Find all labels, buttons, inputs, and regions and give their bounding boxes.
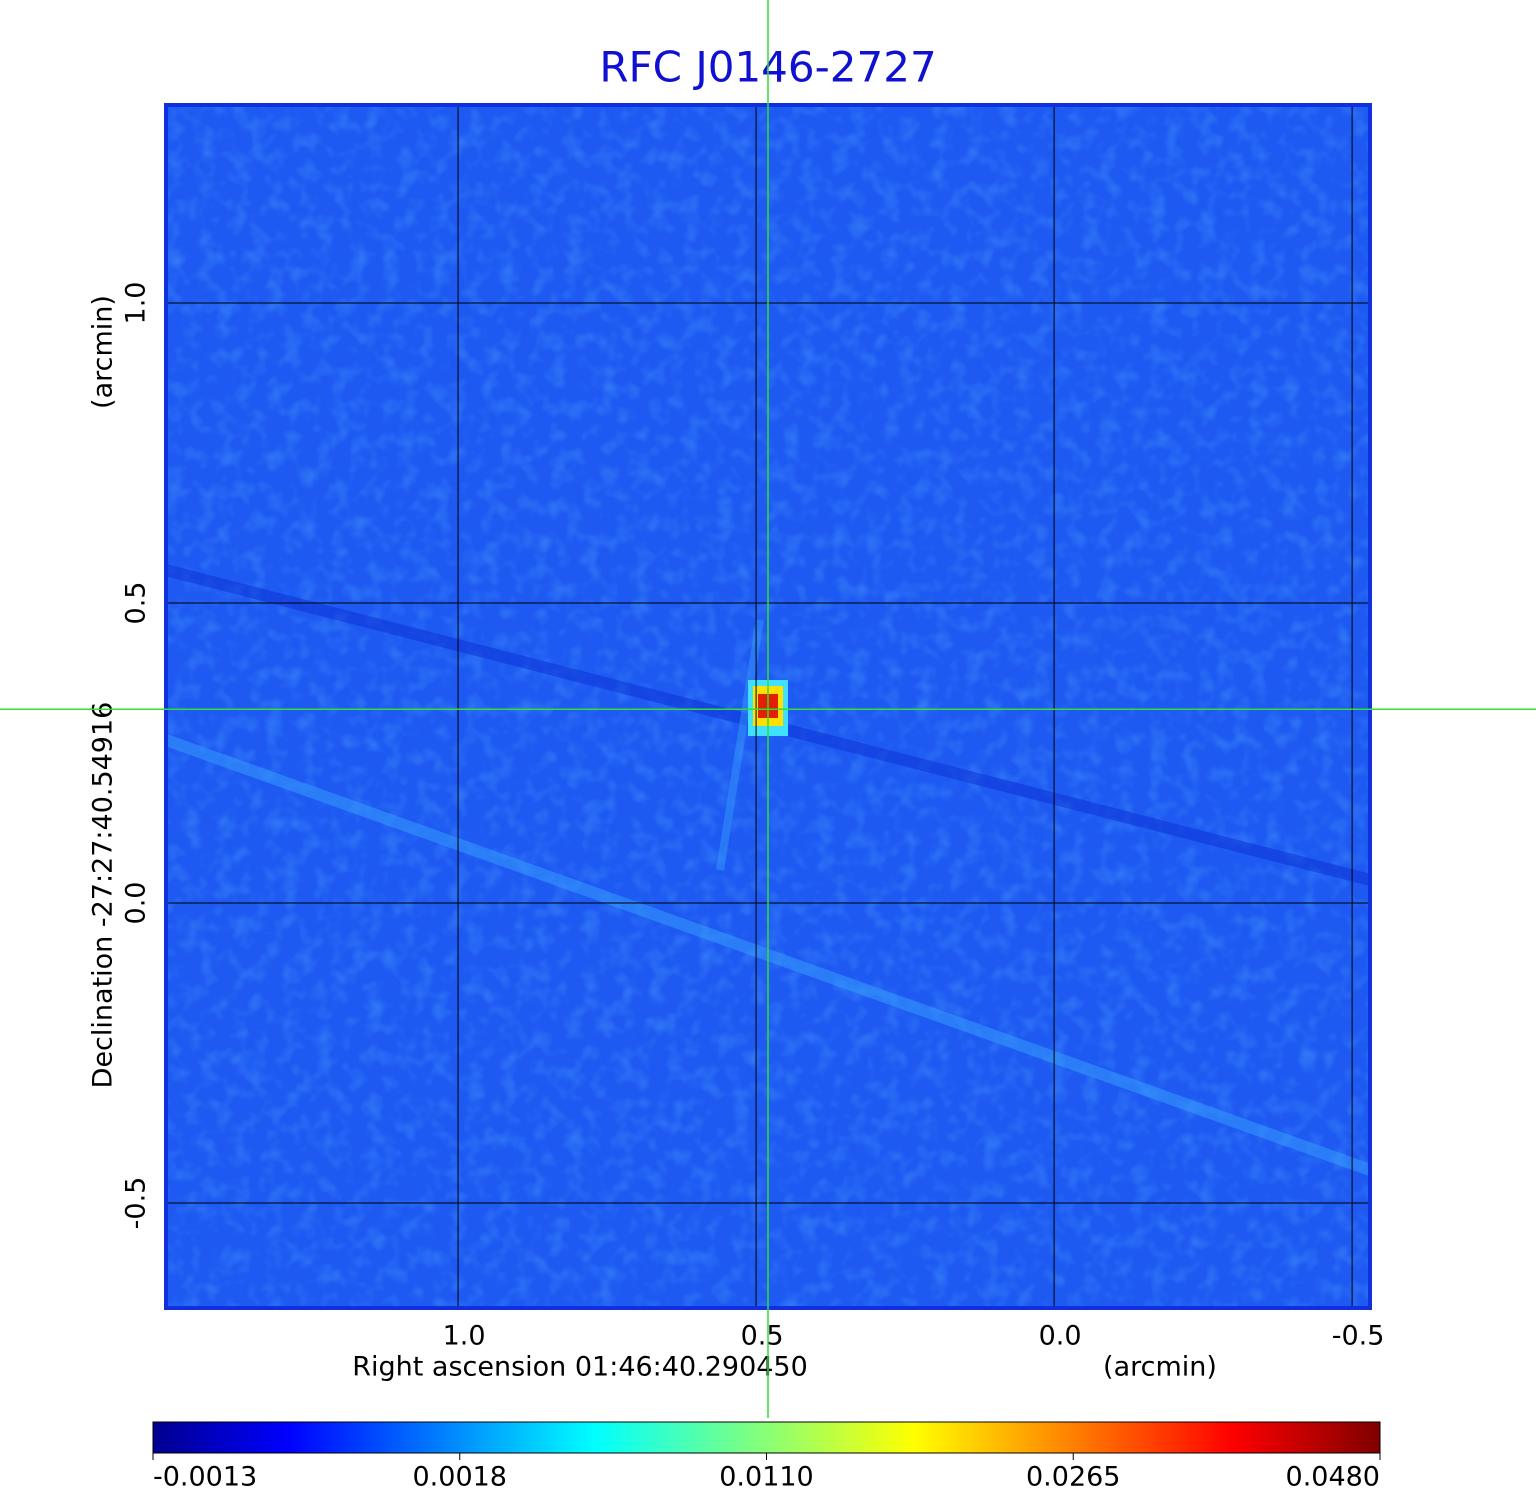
x-tick-label: 0.5 [741, 1321, 784, 1352]
colorbar [152, 1421, 1381, 1454]
y-tick-label: 1.0 [121, 282, 152, 325]
colorbar-tick-label: -0.0013 [153, 1462, 257, 1493]
sidelobe [716, 619, 764, 871]
x-tick-label: 1.0 [443, 1321, 486, 1352]
y-axis-label: Declination -27:27:40.54916 [88, 702, 119, 1089]
colorbar-tick-label: 0.0110 [719, 1462, 813, 1493]
colorbar-tick-label: 0.0018 [413, 1462, 507, 1493]
colorbar-tick-label: 0.0480 [1286, 1462, 1380, 1493]
y-tick-label: 0.0 [121, 882, 152, 925]
y-axis-unit: (arcmin) [88, 295, 119, 409]
colorbar-tick-label: 0.0265 [1026, 1462, 1120, 1493]
y-tick-label: -0.5 [121, 1177, 152, 1230]
y-tick-label: 0.5 [121, 582, 152, 625]
x-axis-label: Right ascension 01:46:40.290450 [352, 1352, 808, 1383]
x-tick-label: -0.5 [1332, 1321, 1385, 1352]
x-axis-unit: (arcmin) [1103, 1352, 1217, 1383]
x-tick-label: 0.0 [1039, 1321, 1082, 1352]
